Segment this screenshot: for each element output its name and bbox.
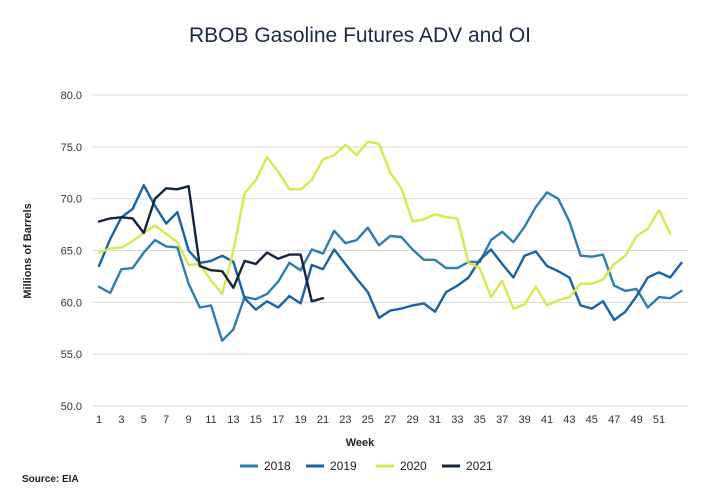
x-tick-label: 3 — [118, 414, 124, 426]
x-tick-label: 5 — [141, 414, 147, 426]
x-tick-label: 49 — [630, 414, 642, 426]
x-tick-label: 33 — [451, 414, 463, 426]
legend-label: 2018 — [264, 459, 291, 473]
y-tick-label: 55.0 — [61, 349, 82, 361]
x-tick-label: 51 — [653, 414, 665, 426]
legend: 2018 2019 2020 2021 — [240, 459, 493, 473]
x-tick-label: 47 — [608, 414, 620, 426]
x-tick-label: 27 — [384, 414, 396, 426]
legend-label: 2020 — [400, 459, 427, 473]
x-tick-label: 19 — [294, 414, 306, 426]
y-tick-label: 70.0 — [61, 194, 82, 206]
x-tick-label: 1 — [96, 414, 102, 426]
y-tick-label: 50.0 — [61, 401, 82, 413]
x-tick-label: 11 — [205, 414, 216, 426]
x-axis-label: Week — [346, 437, 375, 449]
x-axis-ticks: 1 3 5 7 9 11 13 15 17 19 21 23 25 27 29 31 33 35 37 39 41 43 4… — [96, 414, 665, 426]
x-tick-label: 25 — [362, 414, 374, 426]
y-tick-label: 80.0 — [61, 90, 82, 102]
x-tick-label: 23 — [339, 414, 351, 426]
x-tick-label: 7 — [163, 414, 169, 426]
x-tick-label: 35 — [474, 414, 486, 426]
x-tick-label: 15 — [250, 414, 262, 426]
legend-item-2020: 2020 — [376, 459, 427, 473]
legend-label: 2019 — [330, 459, 357, 473]
y-tick-label: 60.0 — [61, 297, 82, 309]
series-lines — [97, 140, 683, 342]
x-tick-label: 37 — [496, 414, 508, 426]
legend-label: 2021 — [466, 459, 493, 473]
y-tick-label: 75.0 — [61, 142, 82, 154]
series-line-2019 — [97, 183, 683, 322]
y-tick-label: 65.0 — [61, 246, 82, 258]
y-axis-ticks: 50.0 55.0 60.0 65.0 70.0 75.0 80.0 — [61, 90, 82, 413]
x-tick-label: 41 — [541, 414, 553, 426]
x-tick-label: 31 — [429, 414, 441, 426]
y-axis-label: Millions of Barrels — [22, 203, 34, 298]
x-tick-label: 13 — [227, 414, 239, 426]
x-tick-label: 9 — [186, 414, 192, 426]
legend-item-2021: 2021 — [442, 459, 493, 473]
legend-item-2019: 2019 — [306, 459, 357, 473]
x-tick-label: 21 — [317, 414, 329, 426]
source-note: Source: EIA — [22, 474, 79, 485]
series-line-2020 — [97, 140, 672, 310]
x-tick-label: 17 — [272, 414, 284, 426]
series-line-2018 — [97, 191, 683, 342]
x-tick-label: 39 — [518, 414, 530, 426]
chart-title: RBOB Gasoline Futures ADV and OI — [189, 24, 531, 47]
x-tick-label: 43 — [563, 414, 575, 426]
series-line-2021 — [97, 184, 325, 303]
x-tick-label: 29 — [406, 414, 418, 426]
x-tick-label: 45 — [586, 414, 598, 426]
legend-item-2018: 2018 — [240, 459, 291, 473]
